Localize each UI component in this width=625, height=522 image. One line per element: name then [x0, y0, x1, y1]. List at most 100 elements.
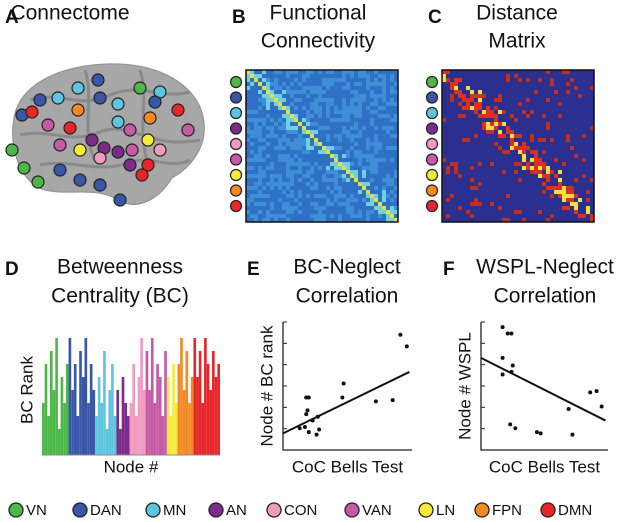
- matrix-cell: [442, 182, 447, 187]
- matrix-cell: [326, 170, 331, 175]
- matrix-cell: [442, 110, 447, 115]
- matrix-cell: [454, 198, 459, 203]
- matrix-cell: [282, 178, 287, 183]
- panel-title: Matrix: [488, 30, 546, 53]
- matrix-cell: [446, 218, 451, 223]
- matrix-cell: [558, 146, 563, 151]
- bar: [158, 377, 162, 455]
- matrix-cell: [570, 202, 575, 207]
- matrix-cell: [514, 130, 519, 135]
- matrix-cell: [310, 150, 315, 155]
- matrix-cell: [518, 202, 523, 207]
- matrix-cell: [478, 146, 483, 151]
- matrix-cell: [266, 122, 271, 127]
- matrix-cell: [310, 194, 315, 199]
- matrix-cell: [458, 170, 463, 175]
- matrix-cell: [246, 102, 251, 107]
- matrix-cell: [534, 134, 539, 139]
- matrix-cell: [458, 150, 463, 155]
- matrix-cell: [382, 110, 387, 115]
- matrix-cell: [482, 146, 487, 151]
- matrix-cell: [326, 126, 331, 131]
- matrix-cell: [542, 102, 547, 107]
- matrix-cell: [442, 214, 447, 219]
- matrix-cell: [478, 86, 483, 91]
- matrix-cell: [366, 94, 371, 99]
- matrix-cell: [466, 86, 471, 91]
- matrix-cell: [366, 170, 371, 175]
- matrix-cell: [338, 186, 343, 191]
- matrix-cell: [586, 162, 591, 167]
- matrix-cell: [310, 218, 315, 223]
- matrix-cell: [478, 94, 483, 99]
- matrix-cell: [538, 118, 543, 123]
- matrix-cell: [470, 210, 475, 215]
- matrix-cell: [590, 162, 595, 167]
- matrix-cell: [518, 90, 523, 95]
- matrix-cell: [366, 202, 371, 207]
- matrix-cell: [358, 154, 363, 159]
- matrix-cell: [534, 94, 539, 99]
- matrix-cell: [546, 74, 551, 79]
- matrix-cell: [494, 122, 499, 127]
- matrix-cell: [302, 182, 307, 187]
- matrix-cell: [462, 146, 467, 151]
- matrix-cell: [258, 214, 263, 219]
- matrix-cell: [574, 94, 579, 99]
- matrix-cell: [582, 142, 587, 147]
- matrix-cell: [302, 78, 307, 83]
- matrix-cell: [370, 218, 375, 223]
- matrix-cell: [322, 78, 327, 83]
- matrix-cell: [302, 74, 307, 79]
- matrix-cell: [270, 158, 275, 163]
- matrix-cell: [350, 126, 355, 131]
- matrix-cell: [286, 70, 291, 75]
- matrix-cell: [550, 218, 555, 223]
- matrix-cell: [262, 122, 267, 127]
- matrix-cell: [562, 94, 567, 99]
- matrix-cell: [286, 74, 291, 79]
- matrix-cell: [482, 94, 487, 99]
- legend-label: VAN: [362, 502, 392, 519]
- point: [566, 407, 571, 412]
- matrix-cell: [550, 70, 555, 75]
- matrix-cell: [550, 138, 555, 143]
- matrix-cell: [278, 206, 283, 211]
- matrix-cell: [266, 86, 271, 91]
- matrix-cell: [490, 150, 495, 155]
- matrix-cell: [386, 162, 391, 167]
- matrix-cell: [262, 142, 267, 147]
- matrix-cell: [542, 206, 547, 211]
- matrix-cell: [450, 114, 455, 119]
- point: [304, 412, 309, 417]
- matrix-cell: [254, 94, 259, 99]
- matrix-cell: [394, 146, 399, 151]
- matrix-cell: [534, 158, 539, 163]
- matrix-cell: [446, 106, 451, 111]
- matrix-cell: [346, 114, 351, 119]
- matrix-cell: [302, 154, 307, 159]
- matrix-cell: [354, 162, 359, 167]
- matrix-cell: [518, 102, 523, 107]
- matrix-cell: [278, 98, 283, 103]
- matrix-cell: [358, 198, 363, 203]
- matrix-cell: [450, 194, 455, 199]
- matrix-cell: [574, 78, 579, 83]
- matrix-cell: [382, 138, 387, 143]
- matrix-cell: [582, 170, 587, 175]
- matrix-cell: [550, 130, 555, 135]
- matrix-cell: [358, 202, 363, 207]
- matrix-cell: [362, 150, 367, 155]
- matrix-cell: [318, 186, 323, 191]
- matrix-cell: [482, 110, 487, 115]
- matrix-cell: [350, 150, 355, 155]
- matrix-cell: [290, 178, 295, 183]
- matrix-cell: [298, 130, 303, 135]
- matrix-cell: [286, 102, 291, 107]
- matrix-cell: [454, 94, 459, 99]
- matrix-cell: [358, 114, 363, 119]
- matrix-cell: [350, 102, 355, 107]
- matrix-cell: [350, 210, 355, 215]
- matrix-cell: [294, 82, 299, 87]
- matrix-cell: [542, 158, 547, 163]
